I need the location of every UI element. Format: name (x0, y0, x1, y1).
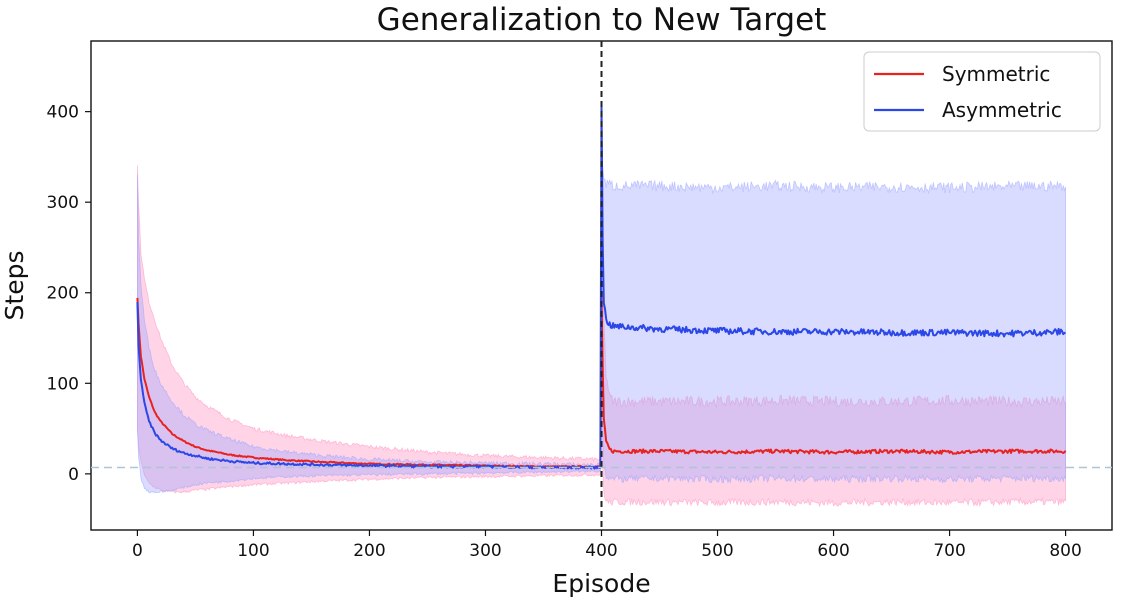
x-tick-label: 600 (817, 541, 849, 561)
y-tick-label: 300 (47, 193, 79, 213)
reference-lines (91, 41, 1112, 530)
chart-title: Generalization to New Target (377, 2, 827, 38)
y-axis-ticks: 0 100 200 300 400 (47, 103, 91, 485)
legend-box (863, 51, 1101, 132)
x-axis-ticks: 0 100 200 300 400 500 600 700 800 (132, 530, 1082, 561)
legend-label-symmetric: Symmetric (942, 62, 1050, 86)
x-tick-label: 500 (701, 541, 733, 561)
y-tick-label: 0 (68, 465, 79, 485)
x-tick-label: 300 (469, 541, 501, 561)
x-tick-label: 700 (933, 541, 965, 561)
y-tick-label: 200 (47, 284, 79, 304)
y-axis-label: Steps (0, 251, 29, 321)
x-tick-label: 800 (1049, 541, 1081, 561)
x-axis-label: Episode (552, 569, 650, 598)
x-tick-label: 0 (132, 541, 143, 561)
legend: Symmetric Asymmetric (863, 51, 1101, 132)
x-tick-label: 200 (353, 541, 385, 561)
x-tick-label: 400 (585, 541, 617, 561)
y-tick-label: 100 (47, 374, 79, 394)
legend-label-asymmetric: Asymmetric (942, 98, 1062, 122)
x-tick-label: 100 (237, 541, 269, 561)
y-tick-label: 400 (47, 103, 79, 123)
